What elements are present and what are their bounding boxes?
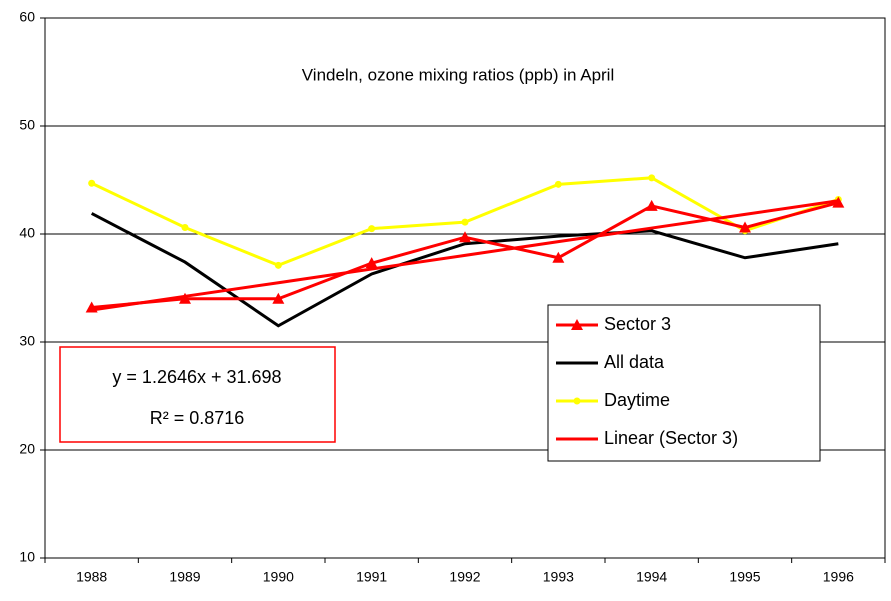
plot-area <box>44 17 886 559</box>
x-tick-label: 1993 <box>543 569 574 585</box>
x-tick-label: 1988 <box>76 569 107 585</box>
y-tick-label: 40 <box>19 225 35 241</box>
y-tick-label: 10 <box>19 549 35 565</box>
x-tick-label: 1989 <box>169 569 200 585</box>
marker <box>368 225 376 233</box>
marker <box>459 231 471 243</box>
trend-box: y = 1.2646x + 31.698 R² = 0.8716 <box>59 346 336 443</box>
trend-box-frame <box>59 346 336 443</box>
grid <box>45 17 885 559</box>
x-tick-label: 1996 <box>823 569 854 585</box>
marker <box>571 319 583 330</box>
marker <box>832 196 845 208</box>
marker <box>181 224 189 232</box>
marker <box>274 261 282 269</box>
marker <box>365 257 378 269</box>
legend-label: Linear (Sector 3) <box>604 428 738 448</box>
y-tick-label: 60 <box>19 9 35 25</box>
marker <box>648 174 656 182</box>
legend-label: All data <box>604 352 665 372</box>
chart-title: Vindeln, ozone mixing ratios (ppb) in Ap… <box>302 65 614 84</box>
y-tick-label: 20 <box>19 441 35 457</box>
trend-equation: y = 1.2646x + 31.698 <box>112 367 281 387</box>
marker <box>739 221 751 233</box>
series <box>85 196 845 313</box>
marker <box>573 397 581 405</box>
legend-label: Daytime <box>604 390 670 410</box>
marker <box>552 251 565 263</box>
x-tick-label: 1994 <box>636 569 667 585</box>
marker <box>645 199 658 211</box>
marker <box>85 301 98 313</box>
x-tick-label: 1992 <box>449 569 480 585</box>
y-tick-label: 50 <box>19 117 35 133</box>
x-tick-label: 1990 <box>263 569 294 585</box>
legend-label: Sector 3 <box>604 314 671 334</box>
marker <box>461 218 469 226</box>
series-line <box>90 212 839 328</box>
marker <box>554 180 562 188</box>
marker <box>272 292 285 304</box>
x-tick-label: 1995 <box>729 569 760 585</box>
marker <box>88 179 96 187</box>
x-tick-label: 1991 <box>356 569 387 585</box>
series <box>90 212 839 328</box>
trend-r2: R² = 0.8716 <box>150 408 245 428</box>
legend-frame <box>547 304 821 462</box>
legend: Sector 3 All data Daytime Linear (Sector 3) <box>547 304 821 462</box>
marker <box>179 292 191 304</box>
y-tick-label: 30 <box>19 333 35 349</box>
